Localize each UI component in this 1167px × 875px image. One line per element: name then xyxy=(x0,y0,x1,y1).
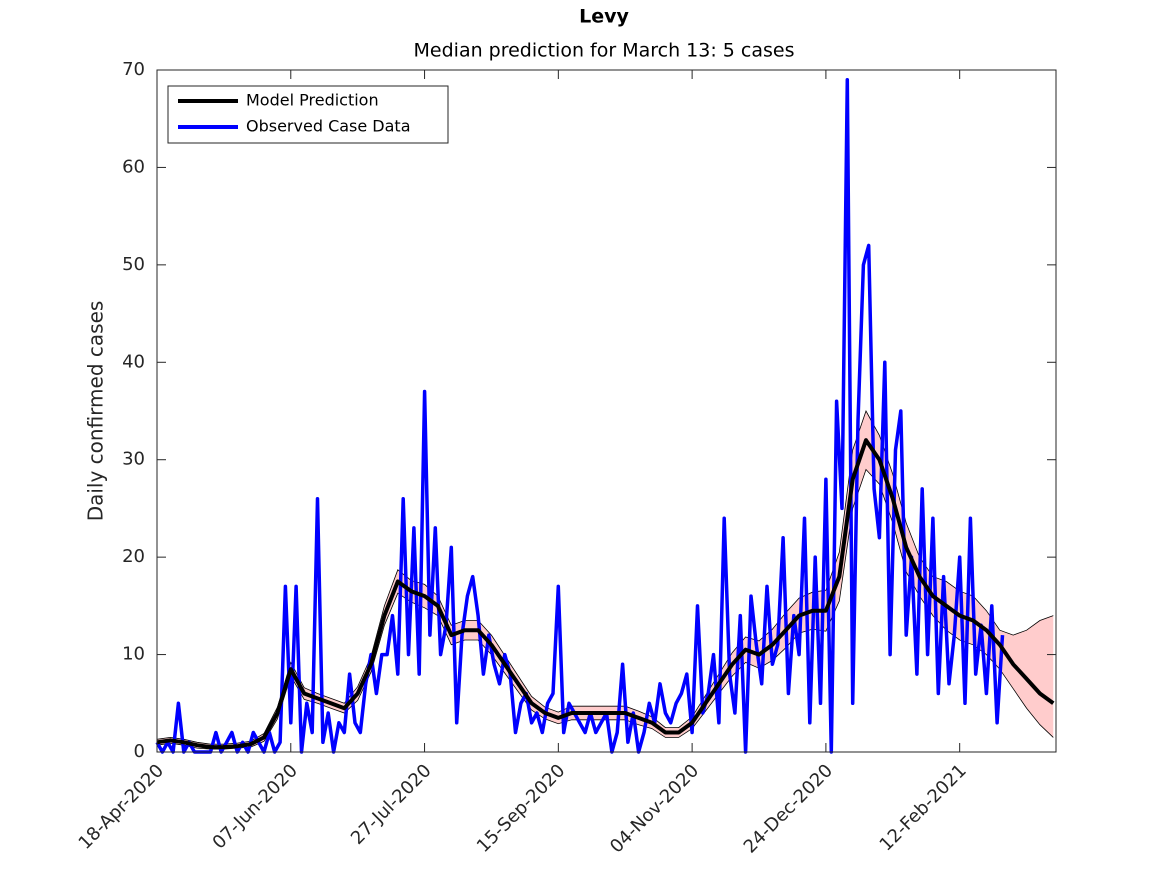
x-tick-label: 15-Sep-2020 xyxy=(473,760,570,857)
x-tick-label: 04-Nov-2020 xyxy=(606,760,703,857)
series-line xyxy=(155,77,1005,754)
legend-label: Observed Case Data xyxy=(246,117,411,136)
legend-label: Model Prediction xyxy=(246,91,379,110)
y-axis-label: Daily confirmed cases xyxy=(84,301,108,522)
y-tick-label: 60 xyxy=(122,156,145,177)
y-tick-label: 30 xyxy=(122,449,145,470)
y-tick-label: 10 xyxy=(122,644,145,665)
plot-frame xyxy=(156,69,1057,753)
x-tick-label: 24-Dec-2020 xyxy=(740,760,837,857)
x-tick-label: 27-Jul-2020 xyxy=(347,760,436,849)
y-tick-label: 70 xyxy=(122,59,145,80)
x-tick-label: 07-Jun-2020 xyxy=(209,760,302,853)
y-tick-label: 0 xyxy=(134,741,145,762)
y-tick-label: 20 xyxy=(122,546,145,567)
y-tick-label: 40 xyxy=(122,351,145,372)
legend-box xyxy=(167,85,449,144)
y-tick-label: 50 xyxy=(122,254,145,275)
x-tick-label: 18-Apr-2020 xyxy=(75,760,169,854)
chart-subtitle: Median prediction for March 13: 5 cases xyxy=(414,40,795,62)
series-line xyxy=(156,438,1055,750)
chart-title: Levy xyxy=(579,6,629,28)
x-tick-label: 12-Feb-2021 xyxy=(876,760,971,855)
